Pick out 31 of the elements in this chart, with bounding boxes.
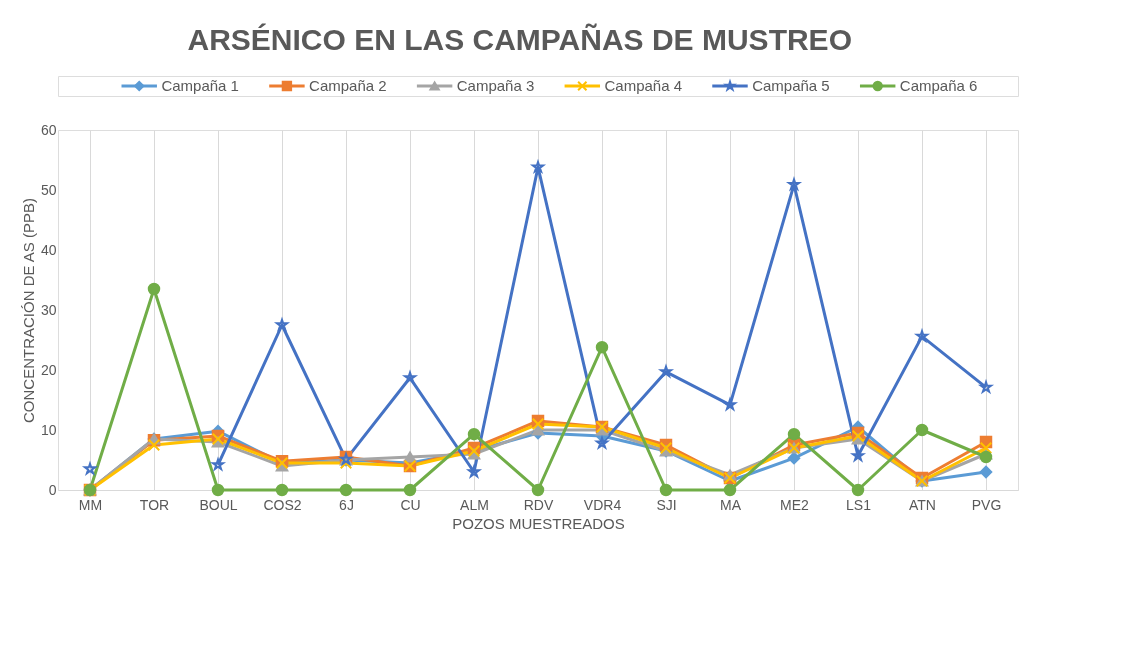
x-tick-label: ATN	[909, 496, 936, 513]
y-tick-label: 10	[40, 421, 57, 438]
y-tick-label: 30	[40, 301, 57, 318]
x-tick-label: SJI	[656, 496, 677, 513]
y-tick-label: 60	[40, 121, 57, 138]
x-tick-label: MA	[720, 496, 742, 513]
legend-label: Campaña 2	[309, 77, 387, 94]
y-tick-label: 20	[40, 361, 57, 378]
x-axis-title: POZOS MUESTREADOS	[452, 514, 625, 532]
x-tick-label: ME2	[780, 496, 810, 513]
x-tick-label: VDR4	[583, 496, 622, 513]
x-tick-label: TOR	[139, 496, 170, 513]
x-tick-label: ALM	[460, 496, 489, 513]
x-tick-label: BOUL	[199, 496, 238, 513]
y-tick-label: 40	[40, 241, 57, 258]
legend-label: Campaña 1	[161, 77, 239, 94]
y-axis-title: CONCENTRACIÓN DE AS (PPB)	[19, 197, 37, 424]
x-tick-label: COS2	[263, 496, 302, 513]
x-tick-label: LS1	[846, 496, 872, 513]
x-tick-label: MM	[78, 496, 103, 513]
legend-label: Campaña 4	[604, 77, 683, 94]
y-tick-label: 0	[48, 481, 57, 498]
x-tick-label: 6J	[339, 496, 354, 513]
chart-title: ARSÉNICO EN LAS CAMPAÑAS DE MUSTREO	[187, 22, 852, 56]
x-tick-label: RDV	[523, 496, 554, 513]
legend-label: Campaña 6	[899, 77, 978, 94]
legend-label: Campaña 5	[752, 77, 830, 94]
x-tick-label: CU	[400, 496, 421, 513]
legend-label: Campaña 3	[456, 77, 535, 94]
x-tick-label: PVG	[971, 496, 1002, 513]
y-tick-label: 50	[40, 181, 57, 198]
